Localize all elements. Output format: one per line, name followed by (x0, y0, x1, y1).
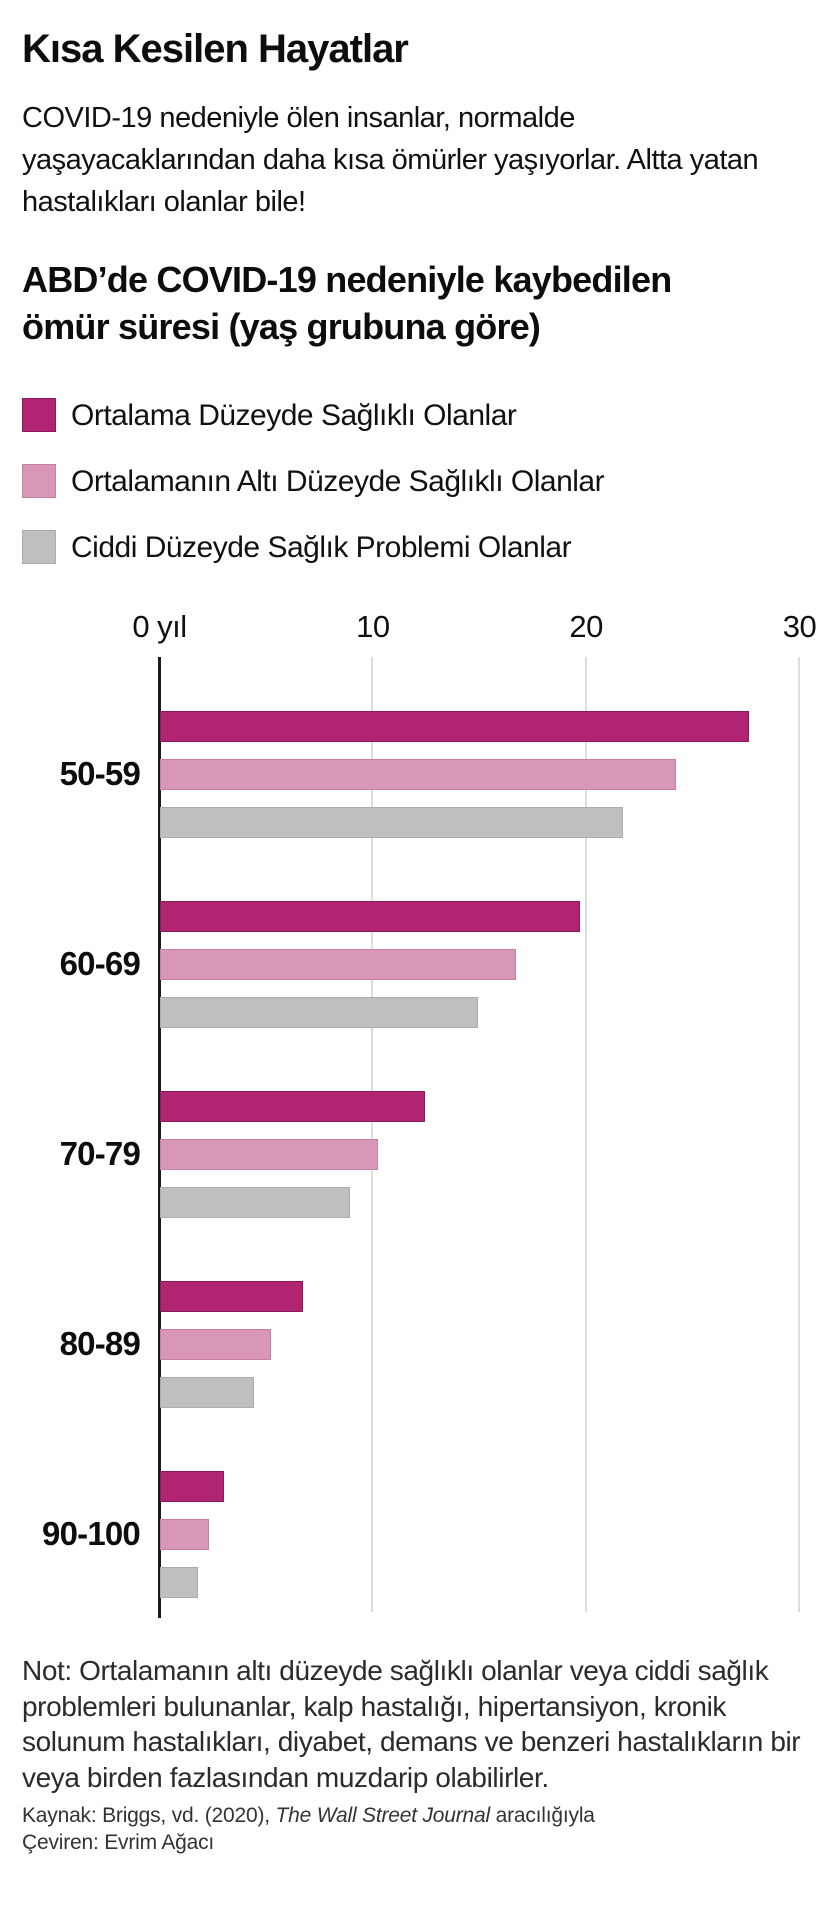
bar (160, 1186, 350, 1218)
axis-tick-label: 10 (356, 608, 390, 644)
bar-chart: 0 yıl 10 20 30 50-59 60-69 70-79 80-89 90-100 (22, 599, 817, 1631)
grid-line (585, 656, 587, 1612)
bar (160, 948, 516, 980)
note-text: Not: Ortalamanın altı düzeyde sağlıklı o… (22, 1654, 801, 1794)
legend-swatch (22, 529, 56, 564)
axis-tick-label: 0 yıl (132, 608, 187, 644)
bar (160, 1090, 425, 1122)
legend-item: Ortalama Düzeyde Sağlıklı Olanlar (22, 395, 803, 435)
intro-text: COVID-19 nedeniyle ölen insanlar, normal… (22, 102, 759, 219)
bar (160, 1566, 198, 1598)
infographic: Kısa Kesilen Hayatlar COVID-19 nedeniyle… (22, 25, 817, 1857)
bar (160, 996, 478, 1028)
axis-tick-label: 20 (569, 608, 603, 644)
bar (160, 1376, 254, 1408)
source-publication: The Wall Street Journal (275, 1804, 491, 1828)
source-line: Kaynak: Briggs, vd. (2020), The Wall Str… (22, 1802, 803, 1857)
bar (160, 1138, 378, 1170)
legend-label: Ortalamanın Altı Düzeyde Sağlıklı Olanla… (71, 464, 605, 498)
bar (160, 1470, 224, 1502)
translator-line: Çeviren: Evrim Ağacı (22, 1831, 215, 1855)
axis-line (158, 656, 161, 1618)
legend-item: Ciddi Düzeyde Sağlık Problemi Olanlar (22, 527, 803, 567)
page-title: Kısa Kesilen Hayatlar (22, 27, 409, 71)
source-prefix: Kaynak: Briggs, vd. (2020), (22, 1804, 276, 1828)
bar (160, 1328, 271, 1360)
legend-item: Ortalamanın Altı Düzeyde Sağlıklı Olanla… (22, 461, 803, 501)
legend-label: Ciddi Düzeyde Sağlık Problemi Olanlar (71, 530, 572, 564)
age-group-label: 80-89 (59, 1325, 141, 1363)
legend-label: Ortalama Düzeyde Sağlıklı Olanlar (71, 398, 517, 432)
bar (160, 710, 749, 742)
legend-swatch (22, 463, 56, 498)
source-suffix: aracılığıyla (489, 1804, 595, 1828)
age-group-label: 50-59 (59, 755, 141, 793)
bar (160, 1518, 209, 1550)
bar (160, 758, 676, 790)
grid-line (371, 656, 373, 1612)
age-group-label: 90-100 (42, 1515, 141, 1553)
bar (160, 806, 623, 838)
grid-line (798, 656, 800, 1612)
bar (160, 1280, 303, 1312)
age-group-label: 70-79 (59, 1135, 141, 1173)
age-group-label: 60-69 (59, 945, 141, 983)
axis-tick-label: 30 (782, 608, 817, 644)
bar (160, 900, 580, 932)
legend: Ortalama Düzeyde Sağlıklı Olanlar Ortalam… (22, 395, 803, 567)
legend-swatch (22, 397, 56, 432)
chart-heading: ABD’de COVID-19 nedeniyle kaybedilen ömü… (22, 259, 672, 347)
